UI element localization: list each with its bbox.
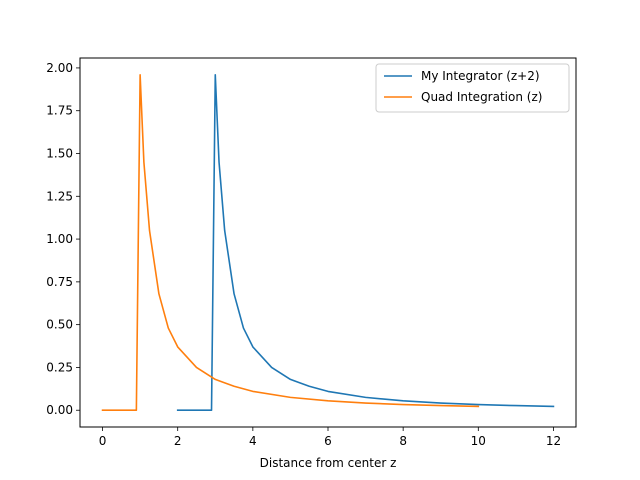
y-tick-label: 1.50 [46, 147, 73, 161]
legend-label: My Integrator (z+2) [421, 69, 540, 83]
y-tick-label: 0.50 [46, 318, 73, 332]
x-axis-label: Distance from center z [260, 456, 397, 470]
x-tick-label: 2 [174, 434, 182, 448]
series-line-1 [176, 73, 555, 412]
x-tick-label: 12 [546, 434, 561, 448]
y-tick-label: 0.00 [46, 403, 73, 417]
x-tick-label: 6 [324, 434, 332, 448]
y-tick-label: 2.00 [46, 61, 73, 75]
x-tick-label: 0 [99, 434, 107, 448]
y-tick-label: 0.25 [46, 360, 73, 374]
series-layer [101, 73, 555, 412]
y-tick-label: 1.25 [46, 189, 73, 203]
y-tick-label: 1.75 [46, 104, 73, 118]
y-tick-label: 0.75 [46, 275, 73, 289]
y-axis: 0.00 0.25 0.50 0.75 1.00 1.25 1.50 1.75 2.00 [46, 61, 80, 417]
y-tick-label: 1.00 [46, 232, 73, 246]
x-axis: 0 2 4 6 8 10 12 [99, 427, 561, 448]
x-tick-label: 10 [471, 434, 486, 448]
series-line-2 [101, 73, 480, 412]
x-tick-label: 8 [399, 434, 407, 448]
legend-label: Quad Integration (z) [421, 90, 542, 104]
legend: My Integrator (z+2) Quad Integration (z) [375, 63, 570, 113]
x-tick-label: 4 [249, 434, 257, 448]
legend-box [375, 63, 570, 113]
